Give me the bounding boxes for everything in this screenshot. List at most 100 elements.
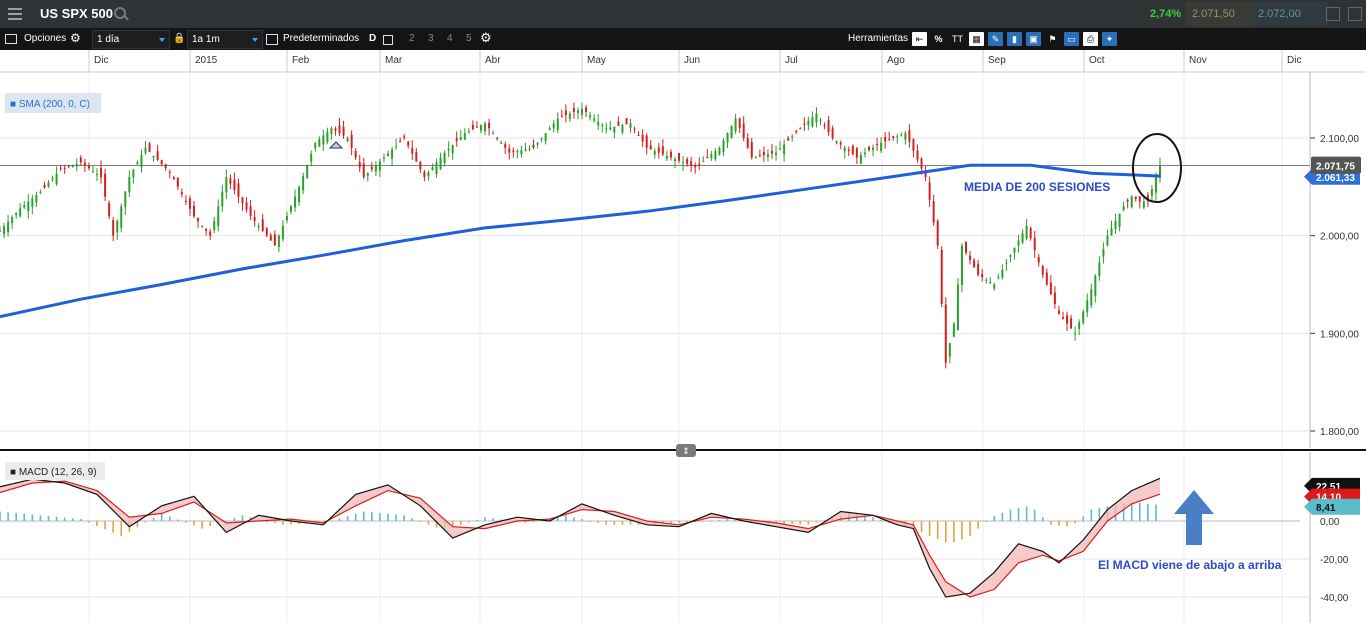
candle-body (807, 120, 810, 125)
shape-tool-icon[interactable]: ▭ (1064, 32, 1079, 46)
candle-body (496, 137, 499, 139)
histogram-bar (565, 515, 567, 521)
candle-tool-icon[interactable]: ▮ (1007, 32, 1022, 46)
candle-body (326, 131, 329, 142)
x-tick-label: Sep (988, 55, 1006, 66)
candle-body (981, 274, 984, 278)
gear-icon[interactable]: ⚙ (70, 31, 81, 45)
preset-d[interactable]: D (369, 33, 377, 44)
candle-body (1078, 322, 1081, 329)
chart-toolbar: Opciones ⚙ 1 día 🔒 1a 1m Predeterminados… (0, 28, 1366, 50)
candle-body (863, 152, 866, 155)
menu-icon[interactable] (8, 8, 22, 23)
candle-body (435, 162, 438, 175)
candle-body (548, 128, 551, 131)
candle-body (589, 115, 592, 118)
candle-body (148, 143, 151, 152)
bid-price[interactable]: 2.071,50 (1186, 2, 1260, 26)
expand-icon[interactable] (1326, 7, 1340, 21)
candle-body (3, 226, 6, 235)
preset-4[interactable]: 4 (447, 33, 453, 44)
percent-tool-icon[interactable]: % (934, 34, 943, 44)
candle-body (395, 145, 398, 147)
candle-body (795, 130, 798, 133)
histogram-bar (282, 521, 284, 525)
histogram-bar (80, 519, 82, 521)
candle-body (67, 165, 70, 167)
histogram-bar (39, 515, 42, 521)
candle-body (528, 148, 531, 150)
settings-gear-icon[interactable]: ⚙ (480, 30, 492, 45)
candle-body (176, 177, 179, 187)
presets-button[interactable]: Predeterminados (283, 33, 360, 44)
histogram-bar (427, 521, 430, 525)
histogram-bar (209, 521, 211, 526)
candle-body (669, 151, 672, 158)
candle-body (451, 144, 454, 154)
histogram-bar (411, 518, 414, 521)
preset-3[interactable]: 3 (428, 33, 434, 44)
histogram-bar (225, 520, 228, 522)
candle-body (1066, 315, 1069, 324)
candle-body (104, 173, 107, 197)
candle-body (576, 110, 579, 114)
interval-select[interactable]: 1 día (92, 30, 170, 49)
search-icon[interactable] (114, 7, 126, 19)
lock-icon[interactable]: 🔒 (173, 33, 186, 44)
candle-body (1074, 333, 1077, 335)
preset-2[interactable]: 2 (409, 33, 415, 44)
candle-body (524, 149, 527, 151)
candle-body (1146, 194, 1149, 202)
ask-price[interactable]: 2.072,00 (1252, 2, 1328, 26)
y-tick-label: 1.900,00 (1320, 329, 1359, 340)
print-icon[interactable]: ⎙ (1083, 32, 1098, 46)
pen-tool-icon[interactable]: ✎ (988, 32, 1003, 46)
range-select[interactable]: 1a 1m (187, 30, 263, 49)
candle-body (645, 135, 648, 148)
list-icon[interactable] (5, 34, 17, 44)
trend-tool-icon[interactable]: ⚑ (1048, 34, 1057, 44)
histogram-bar (160, 513, 163, 521)
candle-body (455, 138, 458, 141)
histogram-bar (710, 520, 713, 522)
histogram-bar (1130, 502, 1133, 521)
candle-body (164, 164, 167, 169)
candle-body (552, 123, 555, 129)
sma-line (0, 163, 1161, 319)
candle-body (221, 191, 224, 207)
candle-body (686, 158, 689, 165)
crosshair-tool-icon[interactable]: ⇤ (912, 32, 927, 46)
histogram-bar (492, 518, 494, 521)
event-marker-icon[interactable] (328, 141, 344, 149)
preset-5[interactable]: 5 (466, 33, 472, 44)
chart-area[interactable]: Dic 2015 Feb Mar Abr May Jun Jul Ago Sep Oct Nov Dic… (0, 50, 1366, 623)
candle-body (1009, 255, 1012, 257)
fib-tool-icon[interactable]: ✦ (1102, 32, 1117, 46)
grid-tool-icon[interactable]: ▦ (969, 32, 984, 46)
pane-resize-handle[interactable] (676, 444, 696, 457)
histogram-bar (1009, 509, 1012, 521)
options-button[interactable]: Opciones (24, 33, 67, 44)
candle-body (382, 157, 385, 159)
macd-legend-box[interactable] (5, 462, 105, 480)
compare-tool-icon[interactable]: ▣ (1026, 32, 1041, 46)
histogram-bar (144, 521, 147, 523)
histogram-bar (1155, 504, 1157, 521)
candle-body (83, 162, 86, 166)
candle-body (475, 126, 478, 128)
text-tool-icon[interactable]: TT (952, 34, 963, 44)
histogram-bar (993, 515, 996, 521)
histogram-bar (605, 521, 608, 525)
histogram-bar (0, 511, 1, 521)
close-icon[interactable] (1348, 7, 1362, 21)
candle-body (1138, 196, 1141, 202)
macd-tick-label: -20,00 (1320, 555, 1349, 566)
calendar-icon[interactable] (266, 34, 278, 45)
candle-body (912, 139, 915, 151)
sma-legend-box[interactable] (5, 93, 101, 113)
preset-custom-icon[interactable] (383, 35, 393, 45)
histogram-bar (1050, 521, 1052, 525)
histogram-bar (880, 519, 882, 521)
histogram-bar (823, 520, 826, 522)
candle-body (758, 154, 761, 156)
